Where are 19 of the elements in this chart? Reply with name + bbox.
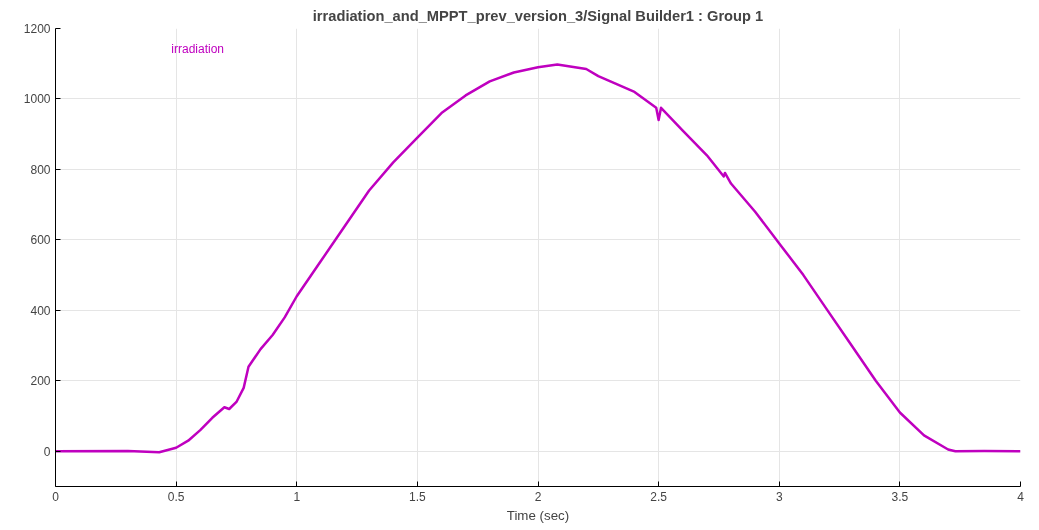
x-tick-label: 2 [534, 489, 542, 504]
x-tick-label: 3 [775, 489, 783, 504]
x-tick-label: 1.5 [409, 489, 427, 504]
x-tick-label: 1 [293, 489, 301, 504]
x-tick-label: 3.5 [891, 489, 909, 504]
x-tick-label: 0.5 [167, 489, 185, 504]
y-tick-label: 1000 [23, 92, 51, 107]
y-tick-label: 600 [30, 233, 51, 248]
chart-title: irradiation_and_MPPT_prev_version_3/Signal Builder1 : Group 1 [312, 7, 764, 24]
x-tick-label: 4 [1017, 489, 1025, 504]
y-tick-label: 0 [43, 444, 51, 459]
x-axis-title: Time (sec) [506, 507, 570, 523]
y-tick-label: 800 [30, 162, 51, 177]
x-tick-label: 2.5 [650, 489, 668, 504]
y-tick-label: 1200 [23, 22, 51, 36]
text: irradiation [171, 41, 224, 56]
y-tick-label: 400 [30, 303, 51, 318]
y-tick-label: 200 [30, 374, 51, 389]
line-series [55, 63, 1021, 454]
